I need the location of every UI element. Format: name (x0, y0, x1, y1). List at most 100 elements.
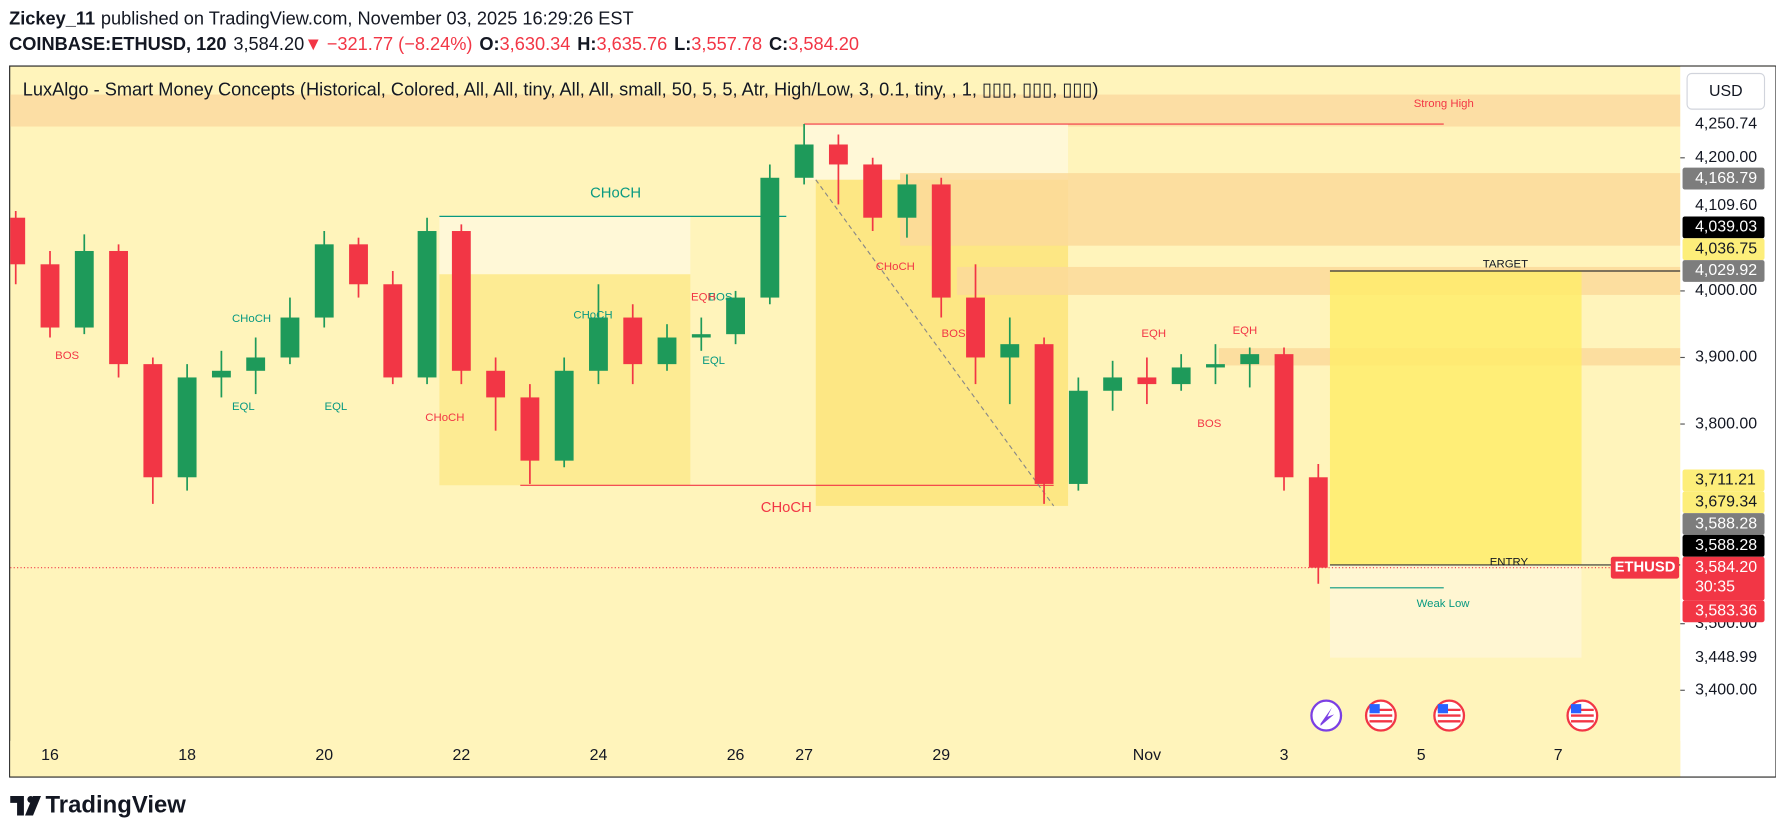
annotations: Strong High TARGET ENTRY Weak Low CHoCH CHoCH… (55, 98, 1528, 610)
price: 3,584.20 (233, 33, 304, 54)
flag-canton (1369, 704, 1380, 714)
currency-button[interactable] (1686, 72, 1766, 110)
price-tag (1682, 513, 1765, 535)
logo: TradingView (10, 792, 186, 819)
y-tick-label: 4,200.00 (1695, 149, 1757, 166)
price-tag-label: 4,029.92 (1695, 262, 1757, 279)
price-tag (1682, 600, 1765, 623)
candle-body (1000, 344, 1020, 358)
price-tag-label: 4,250.74 (1695, 115, 1757, 132)
annotation: EQH (1141, 328, 1166, 340)
event-icon-bolt (1320, 707, 1335, 726)
zone (900, 173, 1681, 246)
candle-body (1137, 377, 1157, 385)
logo-text: TradingView (46, 792, 187, 819)
price-tag (1682, 491, 1765, 514)
event-icons (1310, 699, 1599, 732)
candle-body (623, 317, 643, 365)
price-tag (1682, 469, 1765, 492)
annotation: CHoCH (590, 186, 641, 202)
price-tag (1682, 238, 1765, 261)
candle-body (143, 364, 163, 478)
arrow: ▼ (304, 33, 322, 54)
candle-body (74, 250, 94, 328)
price-tag-label: 3,679.34 (1695, 493, 1757, 510)
low-label: L: (674, 33, 691, 54)
price-tag (1682, 167, 1765, 190)
y-tick-label: 3,800.00 (1695, 415, 1757, 432)
x-tick-label: 18 (178, 747, 196, 764)
y-tick-label: 3,900.00 (1695, 349, 1757, 366)
candle-body (349, 244, 368, 285)
annotation: CHoCH (232, 313, 271, 325)
candle-body (10, 217, 26, 265)
candle-body (1274, 354, 1294, 478)
candle-body (931, 184, 951, 298)
symbol-tag-label: ETHUSD (1615, 560, 1676, 576)
candles (10, 124, 1328, 584)
open-label: O: (479, 33, 499, 54)
candle-body (1206, 364, 1225, 368)
countdown: 30:35 (1695, 578, 1735, 595)
x-tick-label: 7 (1554, 747, 1563, 764)
candle-body (280, 317, 300, 358)
ohlc-line: COINBASE:ETHUSD, 120 3,584.20▼ −321.77 (−8… (9, 33, 859, 54)
zone (1329, 564, 1582, 658)
annotation: BOS (708, 292, 732, 304)
candle-body (417, 231, 437, 378)
open: 3,630.34 (500, 33, 571, 54)
candle-body (760, 177, 780, 298)
candle-body (1103, 377, 1123, 391)
x-tick-label: 16 (41, 747, 59, 764)
zone (439, 216, 691, 275)
annotation: TARGET (1483, 258, 1528, 270)
annotation: ENTRY (1490, 556, 1529, 568)
zone (804, 124, 1069, 180)
logo-dot (27, 795, 35, 803)
high-label: H: (577, 33, 596, 54)
y-tick-label: 3,400.00 (1695, 681, 1757, 698)
currency[interactable]: USD (1709, 83, 1743, 100)
structure-line (815, 179, 1055, 507)
candle-body (177, 377, 197, 478)
candle-body (314, 244, 334, 318)
candle-body (211, 370, 231, 378)
symbol-tag (1610, 556, 1680, 579)
price-tag (1682, 113, 1765, 135)
y-tick-label: 4,000.00 (1695, 282, 1757, 299)
candle-body (1068, 390, 1088, 484)
structure-lines (10, 123, 1681, 589)
candle-body (1034, 344, 1054, 484)
high: 3,635.76 (596, 33, 667, 54)
x-tick-label: 20 (315, 747, 333, 764)
close-label: C: (769, 33, 788, 54)
zone (1329, 271, 1582, 565)
flag-canton (1570, 704, 1582, 714)
candle-body (554, 370, 574, 461)
annotation: EQL (702, 355, 725, 367)
candle-body (1308, 477, 1328, 568)
annotation: EQH (1233, 325, 1258, 337)
annotation: Weak Low (1417, 598, 1471, 610)
x-tick-label: 3 (1280, 747, 1289, 764)
x-tick-label: 22 (452, 747, 470, 764)
candle-body (520, 397, 540, 461)
annotation: CHoCH (876, 261, 915, 273)
price-tag-label: 4,039.03 (1695, 219, 1757, 236)
candle-body (828, 144, 848, 165)
price-tag-label: 4,109.60 (1695, 197, 1757, 214)
published: published on TradingView.com, November 0… (101, 7, 634, 28)
author: Zickey_11 (9, 7, 95, 28)
zones (10, 94, 1681, 658)
annotation: CHoCH (425, 412, 464, 424)
low: 3,557.78 (691, 33, 762, 54)
candle-body (794, 144, 814, 178)
candle-body (40, 264, 60, 328)
x-tick-label: 5 (1417, 747, 1426, 764)
price-tag-label: 3,584.20 (1695, 559, 1757, 576)
candle-body (897, 184, 917, 218)
annotation: CHoCH (573, 310, 612, 322)
price-tag-label: 3,711.21 (1695, 472, 1756, 489)
time-axis (10, 740, 1681, 777)
